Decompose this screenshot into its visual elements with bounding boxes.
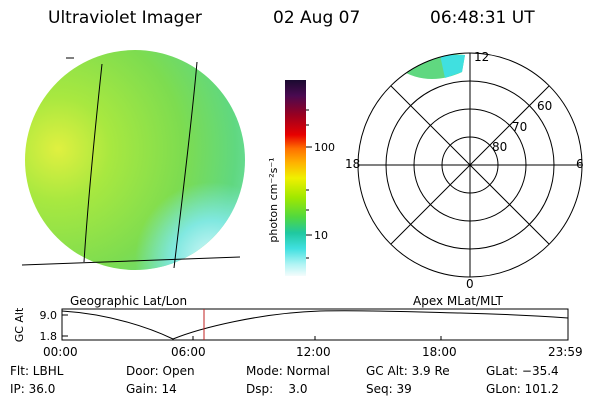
observation-date: 02 Aug 07 [273,8,361,28]
time-tick-0600: 06:00 [171,345,206,359]
colorbar-unit-label: photon cm⁻²s⁻¹ [267,157,280,242]
colorbar: 100 10 photon cm⁻²s⁻¹ [267,80,335,276]
status-door: Door: Open [126,364,195,378]
mlt-label-18: 18 [345,157,360,171]
altitude-ytick-bottom: 1.8 [40,330,58,343]
status-mode: Mode: Normal [246,364,330,378]
parallel-line [21,256,241,266]
colorbar-scale [285,80,306,276]
mlt-label-6: 6 [576,157,584,171]
mlt-label-12: 12 [474,50,489,64]
altitude-curve [61,310,569,340]
lat-label-80: 80 [492,140,507,154]
mlt-diag-2 [390,85,550,245]
observation-time: 06:48:31 UT [430,8,535,28]
status-filter: Flt: LBHL [10,364,64,378]
dayside-limb-glow [25,50,245,270]
altitude-timeline: GC Alt 9.0 1.8 [13,307,569,343]
altitude-ytick-top: 9.0 [40,309,58,322]
status-glat: GLat: −35.4 [486,364,559,378]
status-gc-alt: GC Alt: 3.9 Re [366,364,450,378]
polar-mlat-mlt-plot: 12 0 18 6 60 70 80 [345,50,584,291]
geographic-grid-caption: Geographic Lat/Lon [70,294,188,308]
meridian-line-2 [173,61,198,269]
status-dsp: Dsp: 3.0 [246,382,308,396]
uv-earth-image [21,50,245,270]
status-seq: Seq: 39 [366,382,412,396]
apex-grid-caption: Apex MLat/MLT [413,294,503,308]
status-gain: Gain: 14 [126,382,177,396]
meridian-line-1 [83,63,103,263]
status-ip: IP: 36.0 [10,382,56,396]
status-glon: GLon: 101.2 [486,382,559,396]
instrument-title: Ultraviolet Imager [48,8,202,28]
mlt-label-0: 0 [466,277,474,291]
lat-label-60: 60 [537,99,552,113]
colorbar-label-10: 10 [314,229,328,242]
lat-label-70: 70 [512,120,527,134]
time-tick-1800: 18:00 [422,345,457,359]
colorbar-label-100: 100 [314,141,335,154]
altitude-ylabel: GC Alt [13,307,26,342]
time-tick-1200: 12:00 [296,345,331,359]
time-tick-0000: 00:00 [43,345,78,359]
time-tick-2359: 23:59 [548,345,583,359]
